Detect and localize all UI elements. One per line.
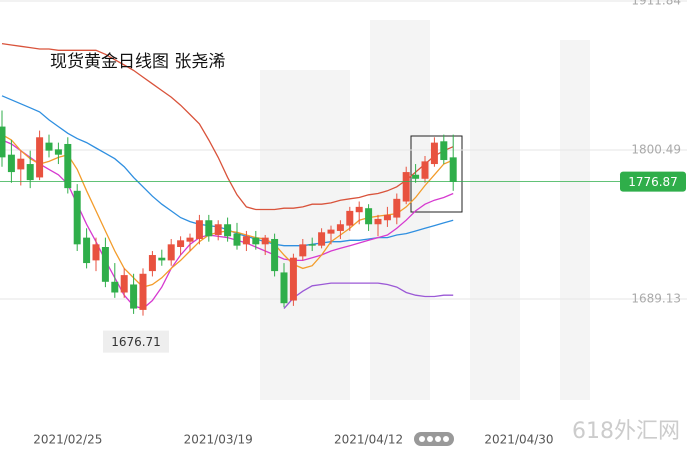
candle-body bbox=[449, 157, 457, 182]
candle-body bbox=[346, 210, 354, 226]
candle-body bbox=[17, 158, 25, 170]
y-tick-label: 1800.49 bbox=[631, 143, 681, 157]
candle-body bbox=[148, 255, 156, 272]
candle-body bbox=[92, 244, 100, 261]
x-tick-label: 2021/04/30 bbox=[484, 433, 553, 447]
last-price-tag bbox=[620, 171, 686, 192]
candle-body bbox=[214, 224, 222, 235]
candle-body bbox=[289, 257, 297, 301]
candle-body bbox=[242, 236, 250, 245]
y-tick-label: 1911.84 bbox=[631, 0, 681, 8]
candle-body bbox=[336, 224, 344, 231]
candle-body bbox=[261, 237, 269, 245]
x-tick-label: 2021/04/12 bbox=[334, 433, 403, 447]
candle-body bbox=[412, 174, 420, 179]
highlight-box bbox=[410, 135, 463, 213]
candle-body bbox=[111, 281, 119, 293]
candle-body bbox=[280, 272, 288, 304]
chart-title: 现货黄金日线图 张尧浠 bbox=[50, 52, 225, 72]
x-tick-label: 2021/02/25 bbox=[33, 433, 102, 447]
candle-body bbox=[308, 244, 316, 246]
low-tag bbox=[103, 330, 169, 353]
indicator-line bbox=[283, 282, 454, 310]
candle-body bbox=[7, 154, 15, 173]
candle-body bbox=[383, 214, 391, 221]
candle-body bbox=[73, 190, 81, 245]
candle-body bbox=[393, 198, 401, 218]
watermark: 618外汇网 bbox=[572, 419, 680, 444]
candle-body bbox=[0, 126, 6, 158]
candle-body bbox=[318, 232, 326, 246]
candle-body bbox=[120, 275, 128, 293]
candle-body bbox=[355, 206, 363, 213]
pager-dots bbox=[414, 432, 454, 446]
candle-body bbox=[177, 240, 185, 248]
candle-body bbox=[26, 164, 34, 181]
candle-body bbox=[374, 218, 382, 225]
candle-body bbox=[402, 172, 410, 202]
candle-body bbox=[205, 220, 213, 237]
candle-body bbox=[130, 284, 138, 309]
candle-body bbox=[440, 141, 448, 161]
candle-body bbox=[365, 208, 373, 225]
candle-body bbox=[271, 238, 279, 272]
candle-body bbox=[36, 137, 44, 178]
candle-body bbox=[158, 257, 166, 261]
candle-body bbox=[45, 142, 53, 151]
candle-body bbox=[64, 143, 72, 189]
candle-body bbox=[327, 229, 335, 234]
candle-body bbox=[430, 142, 438, 165]
candle-body bbox=[299, 244, 307, 257]
candle-body bbox=[54, 149, 62, 155]
low-label: 1676.71 bbox=[111, 335, 161, 349]
candle-body bbox=[83, 237, 91, 264]
candle-body bbox=[167, 244, 175, 261]
candle-body bbox=[195, 220, 203, 239]
candle-body bbox=[233, 233, 241, 246]
candle-body bbox=[186, 237, 194, 242]
indicator-line bbox=[1, 42, 454, 211]
candle-body bbox=[139, 273, 147, 310]
candle-body bbox=[224, 224, 232, 237]
background-decoration bbox=[260, 20, 590, 400]
candle-body bbox=[252, 237, 260, 245]
x-tick-label: 2021/03/19 bbox=[184, 433, 253, 447]
candle-body bbox=[101, 247, 109, 282]
last-price-label: 1776.87 bbox=[628, 175, 678, 189]
y-tick-label: 1689.13 bbox=[631, 292, 681, 306]
candle-body bbox=[421, 161, 429, 179]
